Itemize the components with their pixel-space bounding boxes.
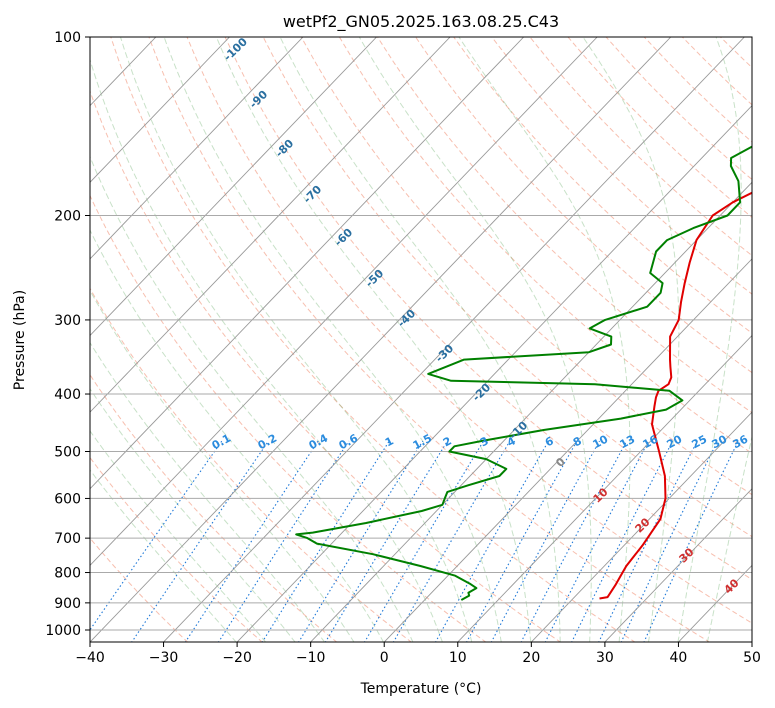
dry-adiabat	[90, 194, 487, 642]
mixing-ratio-line	[324, 440, 448, 642]
mixing-ratio-line	[184, 440, 319, 642]
isotherm-line	[236, 105, 752, 642]
mixing-ratio-label: 16	[641, 432, 661, 451]
y-tick-label: 400	[54, 387, 81, 403]
x-tick-label: −10	[296, 650, 326, 666]
moist-adiabat	[582, 37, 680, 642]
isotherm-line	[90, 37, 377, 337]
y-tick-label: 500	[54, 444, 81, 460]
mixing-ratio-line	[435, 440, 550, 642]
x-tick-label: 40	[670, 650, 688, 666]
mixing-ratio-label: 36	[731, 432, 751, 451]
moist-adiabat	[90, 229, 384, 642]
y-tick-label: 200	[54, 209, 81, 225]
mixing-ratio-line	[298, 440, 424, 642]
y-tick-label: 100	[54, 30, 81, 46]
y-axis-label: Pressure (hPa)	[12, 290, 28, 390]
moist-adiabat	[90, 341, 326, 642]
x-tick-label: 50	[743, 650, 761, 666]
dry-adiabat	[90, 373, 338, 642]
grid	[90, 37, 752, 642]
dewpoint-profile	[295, 145, 752, 601]
moist-adiabat	[706, 434, 752, 642]
y-axis-ticks: 100 200 300 400 500 600 700 800 900 1000	[45, 30, 90, 639]
plot-frame	[89, 36, 753, 643]
dry-adiabat	[186, 37, 752, 624]
isotherm-line	[162, 37, 745, 642]
y-tick-label: 700	[54, 531, 81, 547]
y-tick-label: 1000	[45, 623, 81, 639]
dry-adiabat	[148, 37, 711, 642]
moist-adiabat	[358, 37, 592, 642]
isotherm-line	[457, 334, 752, 642]
series-layer	[295, 145, 752, 601]
chart-title: wetPf2_GN05.2025.163.08.25.C43	[283, 12, 559, 32]
mixing-ratio-line	[217, 440, 350, 642]
temperature-profile	[599, 191, 752, 600]
isotherm-line	[604, 488, 752, 642]
dry-adiabat	[110, 37, 636, 642]
mixing-ratio-label: 30	[710, 432, 730, 451]
isotherm-line	[90, 37, 451, 413]
x-axis-ticks: −40 −30 −20 −10 0 10 20 30 40 50	[75, 642, 761, 666]
moist-adiabat	[90, 469, 237, 642]
mixing-ratio-line	[571, 440, 674, 642]
x-tick-label: 10	[449, 650, 467, 666]
x-tick-label: 20	[522, 650, 540, 666]
isotherm-line	[90, 37, 672, 642]
isotherm-line	[383, 258, 752, 642]
moist-adiabat	[458, 37, 631, 642]
isotherm-line	[90, 37, 525, 490]
moist-adiabat	[90, 429, 267, 642]
dry-adiabat	[224, 37, 752, 581]
background-lines	[90, 37, 752, 642]
dry-adiabat	[90, 537, 189, 642]
mixing-ratio-label: 13	[618, 433, 638, 452]
moist-adiabat	[90, 387, 296, 642]
x-tick-label: −40	[75, 650, 105, 666]
y-tick-label: 900	[54, 596, 81, 612]
isotherm-line	[90, 37, 230, 183]
isotherm-line	[530, 411, 752, 642]
x-tick-label: 30	[596, 650, 614, 666]
y-tick-label: 600	[54, 491, 81, 507]
moist-adiabat	[279, 37, 561, 642]
moist-adiabat	[90, 58, 443, 642]
x-tick-label: 0	[380, 650, 389, 666]
mixing-ratio-line	[261, 440, 390, 642]
moist-adiabat	[90, 155, 414, 642]
moist-adiabat	[677, 37, 742, 642]
dry-adiabat	[415, 37, 752, 374]
mixing-ratio-line	[364, 440, 484, 642]
mixing-ratio-label: 20	[665, 432, 685, 451]
isotherm-line	[310, 181, 752, 642]
moist-adiabat	[215, 37, 532, 642]
x-axis-label: Temperature (°C)	[360, 681, 482, 697]
x-tick-label: −20	[222, 650, 252, 666]
mixing-ratio-label: 25	[690, 433, 710, 452]
mixing-ratio-line	[598, 440, 698, 642]
mixing-ratio-line	[466, 440, 578, 642]
y-tick-label: 300	[54, 313, 81, 329]
mixing-ratio-line	[490, 440, 600, 642]
y-tick-label: 800	[54, 566, 81, 582]
mixing-ratio-label: 10	[591, 432, 611, 451]
mixing-ratio-line	[131, 440, 269, 642]
isotherm-line	[90, 37, 598, 567]
mixing-ratio-line	[90, 440, 223, 631]
dry-adiabat	[90, 89, 562, 642]
dry-adiabat	[338, 37, 752, 454]
moist-adiabat	[163, 37, 502, 642]
x-tick-label: −30	[149, 650, 179, 666]
isotherm-line	[90, 37, 304, 260]
